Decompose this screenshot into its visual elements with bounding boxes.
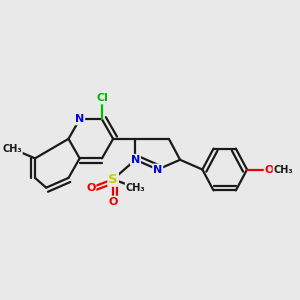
Text: N: N (153, 164, 162, 175)
Text: CH₃: CH₃ (126, 183, 145, 193)
Text: CH₃: CH₃ (274, 164, 293, 175)
Text: N: N (131, 155, 140, 165)
Text: O: O (265, 164, 274, 175)
Text: S: S (108, 173, 118, 186)
Text: O: O (86, 183, 95, 193)
Text: Cl: Cl (96, 93, 108, 103)
Text: N: N (75, 114, 84, 124)
Text: CH₃: CH₃ (2, 144, 22, 154)
Text: O: O (108, 196, 118, 207)
